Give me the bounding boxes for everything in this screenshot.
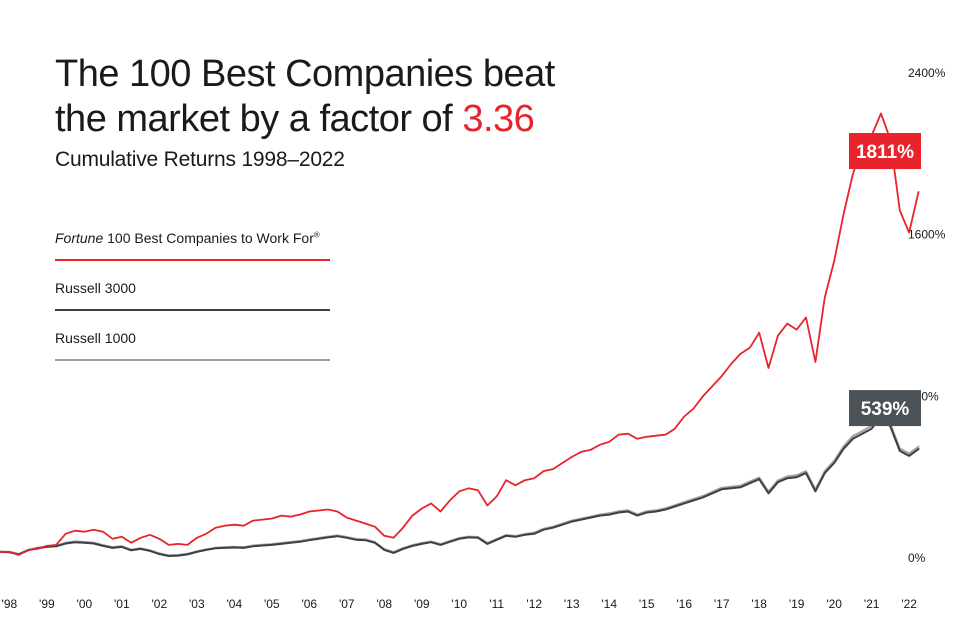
legend-item-russell-3000: Russell 3000 [55, 276, 330, 326]
legend: Fortune 100 Best Companies to Work For® … [55, 226, 330, 376]
x-tick-label: '09 [414, 597, 430, 611]
end-label-fortune: 1811% [856, 142, 914, 163]
title-factor: 3.36 [462, 98, 535, 140]
x-tick-label: '03 [189, 597, 205, 611]
title-line-1: The 100 Best Companies beat [55, 53, 555, 95]
legend-line-fortune [55, 259, 330, 261]
x-tick-label: '17 [714, 597, 730, 611]
x-tick-label: '05 [264, 597, 280, 611]
legend-label-fortune: Fortune 100 Best Companies to Work For® [55, 226, 330, 246]
x-tick-label: '00 [77, 597, 93, 611]
x-tick-label: '04 [226, 597, 242, 611]
registered-mark: ® [313, 230, 320, 240]
x-tick-label: '02 [152, 597, 168, 611]
x-tick-label: '19 [789, 597, 805, 611]
legend-item-fortune: Fortune 100 Best Companies to Work For® [55, 226, 330, 276]
title-line-2: the market by a factor of [55, 98, 463, 140]
legend-line-russell-1000 [55, 359, 330, 361]
x-tick-label: '12 [526, 597, 542, 611]
y-tick-label: 0% [908, 551, 926, 565]
legend-label-fortune-rest: 100 Best Companies to Work For [103, 230, 314, 246]
x-tick-label: '07 [339, 597, 355, 611]
x-tick-label: '22 [901, 597, 917, 611]
series-line-fortune-100-best-companies-to-work-for [0, 112, 920, 556]
series-line-russell-3000 [0, 415, 920, 557]
x-tick-label: '16 [676, 597, 692, 611]
x-tick-label: '20 [826, 597, 842, 611]
x-tick-label: '15 [639, 597, 655, 611]
x-tick-label: '18 [751, 597, 767, 611]
x-tick-label: '99 [39, 597, 55, 611]
legend-label-fortune-italic: Fortune [55, 230, 104, 246]
y-tick-label: 2400% [908, 66, 946, 80]
x-tick-label: '10 [451, 597, 467, 611]
x-tick-label: '13 [564, 597, 580, 611]
x-tick-label: '01 [114, 597, 130, 611]
legend-item-russell-1000: Russell 1000 [55, 326, 330, 376]
x-tick-label: '11 [489, 597, 504, 611]
end-label-russell-3000: 539% [861, 399, 910, 420]
x-tick-label: '21 [864, 597, 880, 611]
chart-subtitle: Cumulative Returns 1998–2022 [55, 148, 345, 171]
series-line-russell-1000 [0, 412, 920, 557]
legend-line-russell-3000 [55, 309, 330, 311]
chart-title: The 100 Best Companies beat the market b… [55, 52, 675, 142]
x-tick-label: '98 [2, 597, 18, 611]
y-tick-label: 1600% [908, 228, 946, 242]
end-label-russell-3000-background [849, 390, 921, 427]
x-tick-label: '06 [301, 597, 317, 611]
end-label-fortune-background [849, 133, 921, 170]
x-tick-label: '08 [376, 597, 392, 611]
x-tick-label: '14 [601, 597, 617, 611]
legend-label-russell-3000: Russell 3000 [55, 280, 136, 296]
legend-label-russell-1000: Russell 1000 [55, 330, 136, 346]
